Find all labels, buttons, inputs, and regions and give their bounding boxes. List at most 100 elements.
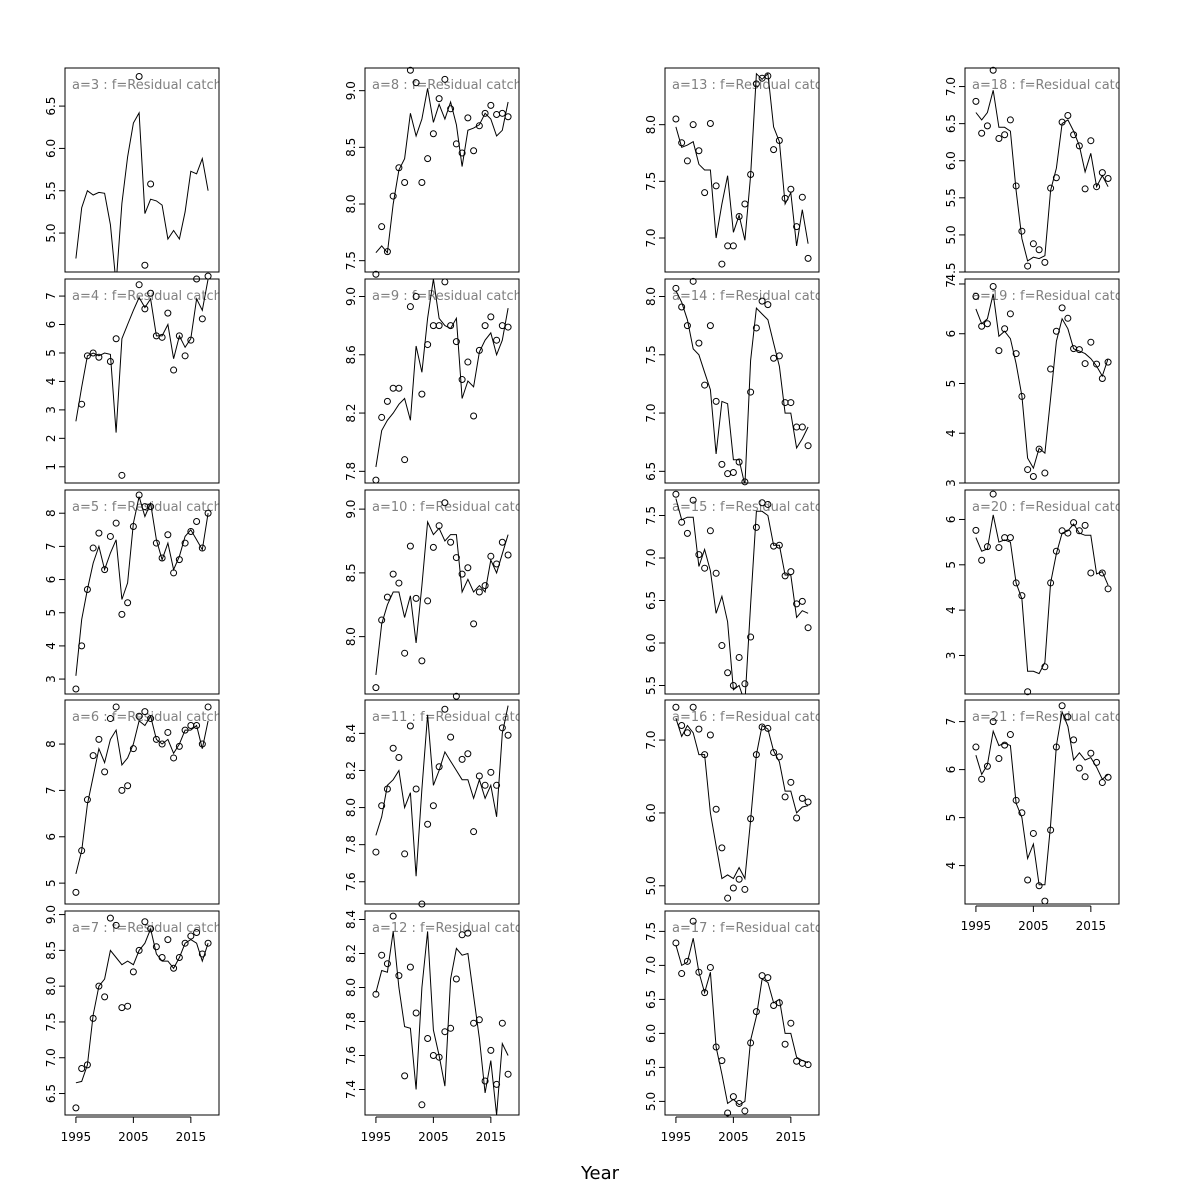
panel: a=16 : f=Residual catch 5.0 6.0 7.0 — [644, 699, 820, 905]
y-tick-label: 8.0 — [344, 978, 358, 997]
observed-point — [175, 954, 183, 962]
observed-point — [141, 305, 149, 313]
observed-point — [504, 1070, 512, 1078]
observed-point — [1087, 569, 1095, 577]
observed-point — [72, 888, 80, 896]
observed-point — [135, 72, 143, 80]
observed-point — [187, 527, 195, 535]
observed-point — [989, 66, 997, 74]
y-tick-label: 5.5 — [644, 676, 658, 695]
observed-point — [724, 894, 732, 902]
observed-point — [752, 1008, 760, 1016]
observed-point — [429, 322, 437, 330]
observed-point — [181, 939, 189, 947]
observed-point — [1001, 741, 1009, 749]
observed-point — [395, 579, 403, 587]
observed-point — [678, 303, 686, 311]
observed-point — [1064, 713, 1072, 721]
plot-frame — [964, 489, 1120, 695]
observed-point — [101, 993, 109, 1001]
plot-frame — [664, 67, 820, 273]
y-tick-label: 8 — [44, 740, 58, 748]
observed-point — [435, 522, 443, 530]
observed-point — [793, 423, 801, 431]
y-tick-label: 7.0 — [644, 404, 658, 423]
panel-title: a=10 : f=Residual catch — [372, 500, 530, 515]
observed-point — [95, 982, 103, 990]
observed-point — [372, 684, 380, 692]
observed-point — [124, 599, 132, 607]
y-tick-label: 5.5 — [644, 1058, 658, 1077]
observed-point — [72, 1104, 80, 1112]
observed-point — [78, 847, 86, 855]
panel-title: a=5 : f=Residual catch — [72, 500, 222, 515]
observed-point — [1081, 185, 1089, 193]
observed-point — [741, 1107, 749, 1115]
observed-point — [752, 751, 760, 759]
observed-point — [1006, 310, 1014, 318]
observed-point — [804, 798, 812, 806]
panel: a=8 : f=Residual catch 7.5 8.0 8.5 9.0 — [344, 66, 520, 278]
fitted-line — [675, 72, 809, 246]
observed-point — [401, 1072, 409, 1080]
observed-point — [775, 352, 783, 360]
observed-point — [712, 397, 720, 405]
observed-point — [1075, 527, 1083, 535]
observed-point — [764, 72, 772, 80]
observed-point — [683, 729, 691, 737]
panel-title: a=20 : f=Residual catch — [972, 500, 1130, 515]
observed-point — [1052, 547, 1060, 555]
observed-point — [983, 543, 991, 551]
observed-point — [718, 1057, 726, 1065]
y-tick-label: 7.0 — [644, 228, 658, 247]
observed-point — [101, 566, 109, 574]
observed-point — [787, 1019, 795, 1027]
y-tick-label: 5 — [44, 349, 58, 357]
observed-point — [447, 538, 455, 546]
panel: a=5 : f=Residual catch 3 4 5 6 7 8 — [44, 489, 222, 695]
observed-point — [372, 990, 380, 998]
y-tick-label: 7.8 — [344, 462, 358, 481]
observed-point — [1018, 392, 1026, 400]
observed-point — [787, 778, 795, 786]
y-tick-label: 8.6 — [344, 345, 358, 364]
observed-point — [701, 989, 709, 997]
observed-point — [689, 496, 697, 504]
observed-point — [152, 735, 160, 743]
y-tick-label: 6.0 — [944, 151, 958, 170]
observed-point — [712, 569, 720, 577]
observed-point — [118, 610, 126, 618]
observed-point — [1064, 529, 1072, 537]
observed-point — [1052, 174, 1060, 182]
observed-point — [441, 75, 449, 83]
observed-point — [672, 703, 680, 711]
y-tick-label: 8.0 — [644, 287, 658, 306]
x-tick-label: 2005 — [718, 1130, 749, 1144]
observed-point — [741, 885, 749, 893]
observed-point — [470, 412, 478, 420]
observed-point — [418, 178, 426, 186]
observed-point — [447, 1024, 455, 1032]
y-tick-label: 2 — [44, 435, 58, 443]
y-tick-label: 7.0 — [644, 731, 658, 750]
observed-point — [147, 925, 155, 933]
observed-point — [452, 338, 460, 346]
y-tick-label: 8.0 — [344, 798, 358, 817]
y-tick-label: 7.4 — [344, 1080, 358, 1099]
x-tick-label: 1995 — [961, 919, 992, 933]
y-tick-label: 7.0 — [944, 77, 958, 96]
observed-point — [678, 518, 686, 526]
y-tick-label: 6 — [944, 516, 958, 524]
observed-point — [78, 1064, 86, 1072]
observed-point — [1075, 764, 1083, 772]
observed-point — [1029, 240, 1037, 248]
observed-point — [747, 1039, 755, 1047]
observed-point — [181, 352, 189, 360]
plot-frame — [64, 699, 220, 905]
observed-point — [452, 140, 460, 148]
panel: a=19 : f=Residual catch 3 4 5 6 7 — [944, 278, 1120, 487]
observed-point — [770, 354, 778, 362]
observed-point — [406, 303, 414, 311]
panel: a=11 : f=Residual catch 7.6 7.8 8.0 8.2 8.4 — [344, 692, 520, 908]
observed-point — [978, 556, 986, 564]
